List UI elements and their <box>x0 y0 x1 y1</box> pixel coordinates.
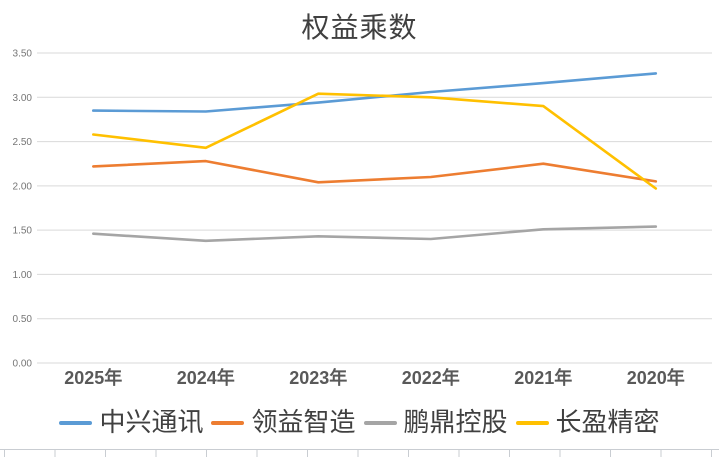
ytick-label: 3.50 <box>13 49 33 60</box>
xtick-label-3: 2023年 <box>289 367 347 388</box>
xtick-label-2: 2024年 <box>177 367 235 388</box>
ytick-label: 2.00 <box>13 181 33 192</box>
series-line-中兴通讯 <box>92 72 658 113</box>
legend-swatch-icon <box>515 421 549 425</box>
legend-item-长盈精密: 长盈精密 <box>515 408 660 437</box>
ytick-label: 2.50 <box>13 137 33 148</box>
ytick-label: 0.00 <box>13 359 33 370</box>
xtick-label-6: 2020年 <box>627 367 685 388</box>
legend-item-中兴通讯: 中兴通讯 <box>59 410 203 436</box>
ytick-label: 1.50 <box>13 226 33 237</box>
series-line-领益智造 <box>92 159 658 184</box>
legend-label: 鹏鼎控股 <box>403 408 508 437</box>
xtick-label-4: 2022年 <box>402 367 460 388</box>
legend-swatch-icon <box>363 421 397 425</box>
ytick-label: 1.00 <box>13 270 33 281</box>
legend-swatch-icon <box>211 421 245 425</box>
chart-legend: 中兴通讯 领益智造 鹏鼎控股 长盈精密 <box>17 403 702 443</box>
xtick-label-1: 2025年 <box>64 367 122 388</box>
legend-item-鹏鼎控股: 鹏鼎控股 <box>363 408 508 437</box>
legend-label: 中兴通讯 <box>99 408 204 437</box>
series-line-长盈精密 <box>92 92 658 190</box>
legend-item-领益智造: 领益智造 <box>211 408 356 437</box>
series-line-鹏鼎控股 <box>92 225 658 243</box>
chart-title: 权益乘数 <box>301 13 418 44</box>
legend-swatch-icon <box>59 421 93 425</box>
ytick-label: 3.00 <box>13 93 33 104</box>
ytick-label: 0.50 <box>13 314 33 325</box>
legend-label: 长盈精密 <box>555 408 660 437</box>
xtick-label-5: 2021年 <box>514 367 572 388</box>
legend-label: 领益智造 <box>251 408 356 437</box>
